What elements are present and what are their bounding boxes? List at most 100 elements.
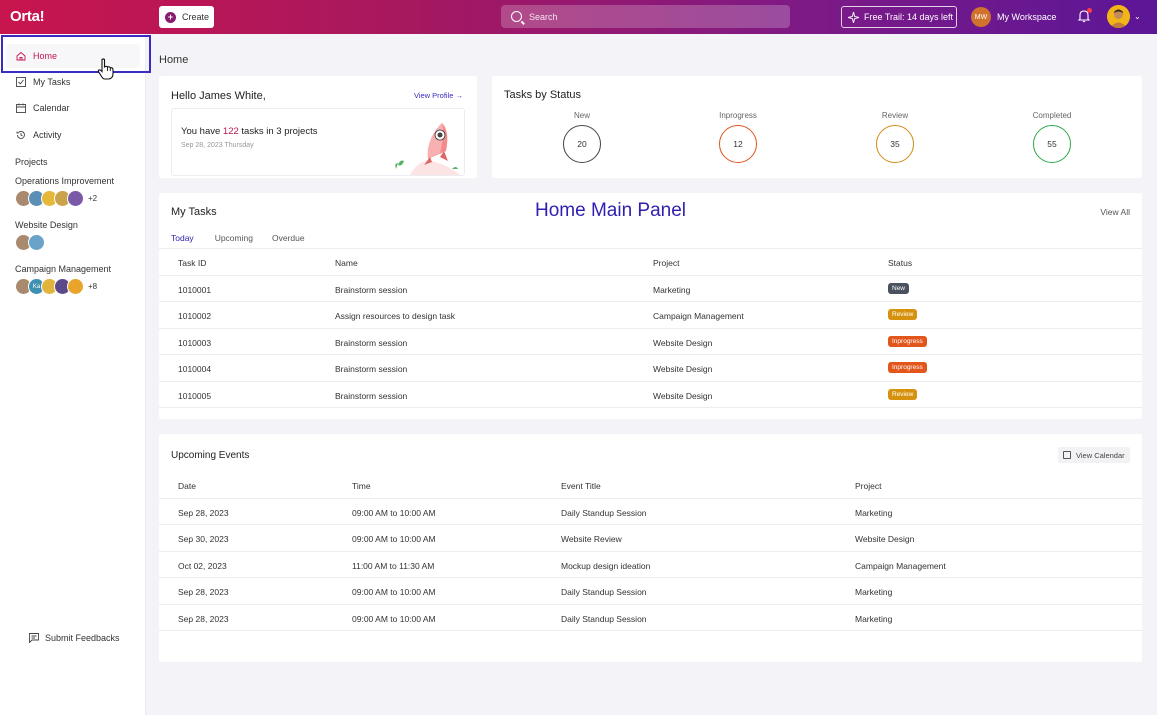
task-name: Assign resources to design task bbox=[335, 311, 456, 321]
column-header[interactable]: Time bbox=[352, 481, 371, 491]
table-row[interactable]: 1010003 Brainstorm session Website Desig… bbox=[159, 329, 1142, 355]
project-name: Operations Improvement bbox=[15, 176, 115, 186]
member-avatar bbox=[28, 234, 45, 251]
status-label: Completed bbox=[1032, 111, 1072, 120]
event-time: 09:00 AM to 10:00 AM bbox=[352, 613, 436, 624]
submit-feedback-button[interactable]: Submit Feedbacks bbox=[29, 633, 120, 643]
task-tabs: Today Upcoming Overdue bbox=[162, 230, 324, 249]
view-all-link[interactable]: View All bbox=[1100, 207, 1130, 217]
column-header[interactable]: Project bbox=[653, 258, 680, 268]
task-id: 1010003 bbox=[178, 337, 212, 348]
tab-today[interactable]: Today bbox=[162, 230, 204, 249]
event-time: 09:00 AM to 10:00 AM bbox=[352, 507, 436, 518]
current-date: Sep 28, 2023 Thursday bbox=[181, 142, 254, 149]
table-row[interactable]: Sep 28, 2023 09:00 AM to 10:00 AM Daily … bbox=[159, 499, 1142, 525]
my-tasks-title: My Tasks bbox=[171, 206, 217, 218]
table-row[interactable]: 1010002 Assign resources to design task … bbox=[159, 302, 1142, 329]
workspace-switcher[interactable]: MW My Workspace bbox=[971, 7, 1056, 27]
app-logo[interactable]: Orta! bbox=[10, 8, 45, 25]
view-calendar-label: View Calendar bbox=[1076, 450, 1125, 460]
table-row[interactable]: 1010004 Brainstorm session Website Desig… bbox=[159, 355, 1142, 382]
status-label: New bbox=[573, 111, 590, 120]
plus-icon: + bbox=[165, 11, 176, 23]
status-badge: Inprogress bbox=[888, 335, 927, 347]
history-icon bbox=[16, 131, 25, 139]
task-project: Website Design bbox=[653, 390, 713, 401]
event-title: Website Review bbox=[561, 534, 622, 544]
member-count: +2 bbox=[88, 194, 98, 203]
sidebar-item-label: My Tasks bbox=[33, 77, 71, 87]
status-completed[interactable]: Completed 55 bbox=[1022, 111, 1082, 163]
task-id: 1010004 bbox=[178, 364, 212, 374]
sidebar-item-label: Activity bbox=[33, 130, 62, 140]
chevron-down-icon[interactable]: ⌄ bbox=[1134, 12, 1141, 21]
column-header[interactable]: Status bbox=[888, 258, 913, 268]
status-ring: 55 bbox=[1033, 125, 1071, 163]
member-count: +8 bbox=[88, 282, 98, 291]
status-inprogress[interactable]: Inprogress 12 bbox=[708, 111, 768, 163]
tab-upcoming[interactable]: Upcoming bbox=[214, 233, 253, 243]
task-summary-prefix: You have bbox=[181, 126, 223, 137]
sidebar-item-my-tasks[interactable]: My Tasks bbox=[0, 70, 146, 94]
column-header[interactable]: Name bbox=[335, 258, 358, 268]
view-calendar-button[interactable]: View Calendar bbox=[1058, 447, 1130, 463]
free-trial-button[interactable]: Free Trail: 14 days left bbox=[841, 6, 957, 28]
status-ring: 12 bbox=[719, 125, 757, 163]
column-header[interactable]: Task ID bbox=[178, 258, 207, 268]
feedback-icon bbox=[29, 633, 39, 643]
task-name: Brainstorm session bbox=[335, 284, 408, 295]
task-count: 122 bbox=[222, 126, 239, 137]
tabs-divider bbox=[159, 248, 1142, 249]
sidebar-item-activity[interactable]: Activity bbox=[0, 123, 146, 147]
home-active-bg bbox=[6, 44, 140, 68]
view-profile-link[interactable]: View Profile → bbox=[413, 91, 463, 100]
table-row[interactable]: Sep 28, 2023 09:00 AM to 10:00 AM Daily … bbox=[159, 578, 1142, 605]
table-row[interactable]: Sep 28, 2023 09:00 AM to 10:00 AM Daily … bbox=[159, 605, 1142, 631]
sidebar-item-calendar[interactable]: Calendar bbox=[0, 96, 146, 120]
status-badge: Review bbox=[888, 388, 918, 400]
column-header[interactable]: Event Title bbox=[561, 481, 601, 491]
column-header[interactable]: Date bbox=[178, 481, 196, 491]
table-row[interactable]: Oct 02, 2023 11:00 AM to 11:30 AM Mockup… bbox=[159, 552, 1142, 578]
event-project: Website Design bbox=[855, 534, 915, 544]
event-time: 09:00 AM to 10:00 AM bbox=[352, 534, 436, 544]
sparkle-icon bbox=[848, 11, 859, 23]
status-label: Inprogress bbox=[719, 111, 757, 120]
task-name: Brainstorm session bbox=[335, 390, 408, 401]
task-id: 1010005 bbox=[178, 390, 212, 401]
tasks-table: Task ID Name Project Status 1010001 Brai… bbox=[159, 249, 1142, 408]
search-placeholder: Search bbox=[529, 11, 558, 22]
table-row[interactable]: Sep 30, 2023 09:00 AM to 10:00 AM Websit… bbox=[159, 525, 1142, 552]
bell-icon[interactable] bbox=[1078, 9, 1090, 23]
trial-label: Free Trail: 14 days left bbox=[864, 12, 954, 22]
search-input[interactable]: Search bbox=[501, 5, 790, 28]
my-tasks-card: My Tasks Home Main Panel View All Today … bbox=[159, 193, 1142, 419]
event-time: 09:00 AM to 10:00 AM bbox=[352, 587, 436, 597]
event-project: Marketing bbox=[855, 507, 893, 518]
project-operations-improvement[interactable]: Operations Improvement +2 bbox=[15, 176, 114, 207]
table-row[interactable]: 1010001 Brainstorm session Marketing New bbox=[159, 276, 1142, 302]
user-avatar[interactable] bbox=[1107, 5, 1130, 28]
table-row[interactable]: 1010005 Brainstorm session Website Desig… bbox=[159, 382, 1142, 408]
home-icon bbox=[16, 51, 26, 61]
column-header[interactable]: Project bbox=[855, 481, 882, 491]
task-summary-box: You have 122 tasks in 3 projects Sep 28,… bbox=[171, 108, 465, 176]
task-project: Marketing bbox=[653, 284, 691, 295]
event-date: Sep 28, 2023 bbox=[178, 613, 229, 624]
calendar-icon bbox=[16, 103, 26, 113]
status-review[interactable]: Review 35 bbox=[865, 111, 925, 163]
project-name: Website Design bbox=[15, 220, 78, 230]
event-project: Campaign Management bbox=[855, 560, 946, 571]
hand-cursor-icon bbox=[97, 58, 114, 80]
status-badge: New bbox=[888, 282, 910, 294]
sidebar-item-home[interactable]: Home bbox=[0, 44, 146, 68]
events-title: Upcoming Events bbox=[171, 450, 250, 461]
tab-overdue[interactable]: Overdue bbox=[271, 233, 305, 243]
rocket-illustration bbox=[395, 123, 460, 175]
project-website-design[interactable]: Website Design bbox=[15, 220, 78, 251]
create-button[interactable]: + Create bbox=[159, 6, 214, 28]
event-date: Sep 30, 2023 bbox=[178, 534, 229, 544]
status-new[interactable]: New 20 bbox=[552, 111, 612, 163]
calendar-icon bbox=[1063, 451, 1071, 459]
project-campaign-management[interactable]: Campaign Management Ka +8 bbox=[15, 264, 111, 295]
